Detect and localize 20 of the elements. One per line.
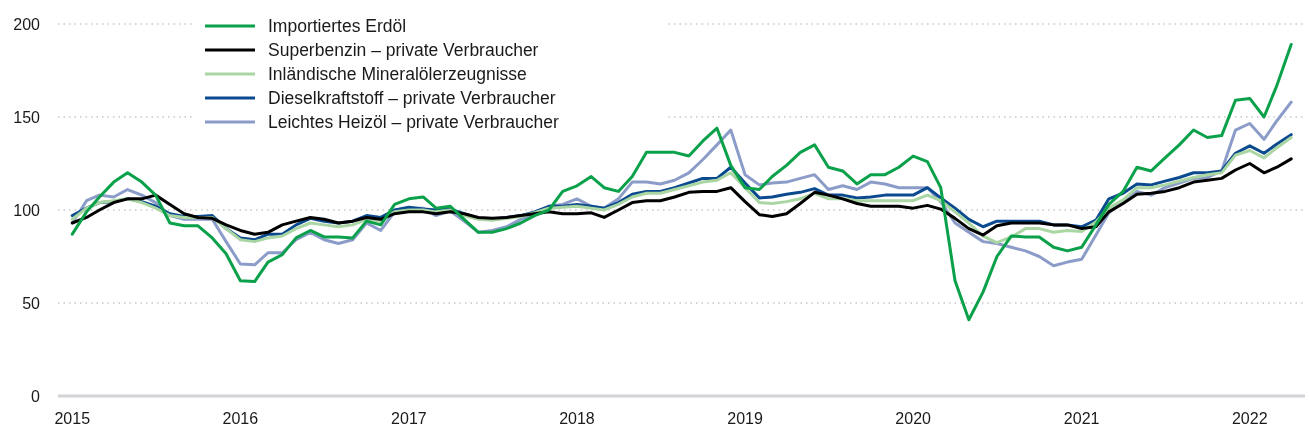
legend-label: Superbenzin – private Verbraucher: [268, 40, 539, 61]
y-tick-label: 200: [13, 15, 41, 33]
line-series: [70, 157, 1293, 237]
x-tick-label: 2022: [1231, 410, 1268, 427]
legend-label: Leichtes Heizöl – private Verbraucher: [268, 112, 560, 133]
line-series: [70, 42, 1293, 322]
x-tick-label: 2015: [54, 410, 91, 427]
legend-label: Inländische Mineralölerzeugnisse: [268, 64, 527, 85]
x-tick-label: 2021: [1063, 410, 1100, 427]
x-tick-label: 2019: [727, 410, 763, 427]
x-tick-label: 2018: [559, 410, 595, 427]
y-tick-label: 100: [13, 201, 41, 219]
y-tick-label: 0: [31, 387, 41, 405]
y-tick-label: 150: [13, 108, 41, 126]
x-tick-label: 2016: [222, 410, 259, 427]
legend-label: Dieselkraftstoff – private Verbraucher: [268, 88, 556, 109]
x-tick-label: 2020: [895, 410, 932, 427]
x-tick-label: 2017: [391, 410, 427, 427]
legend-label: Importiertes Erdöl: [268, 16, 407, 37]
y-tick-label: 50: [22, 294, 41, 312]
